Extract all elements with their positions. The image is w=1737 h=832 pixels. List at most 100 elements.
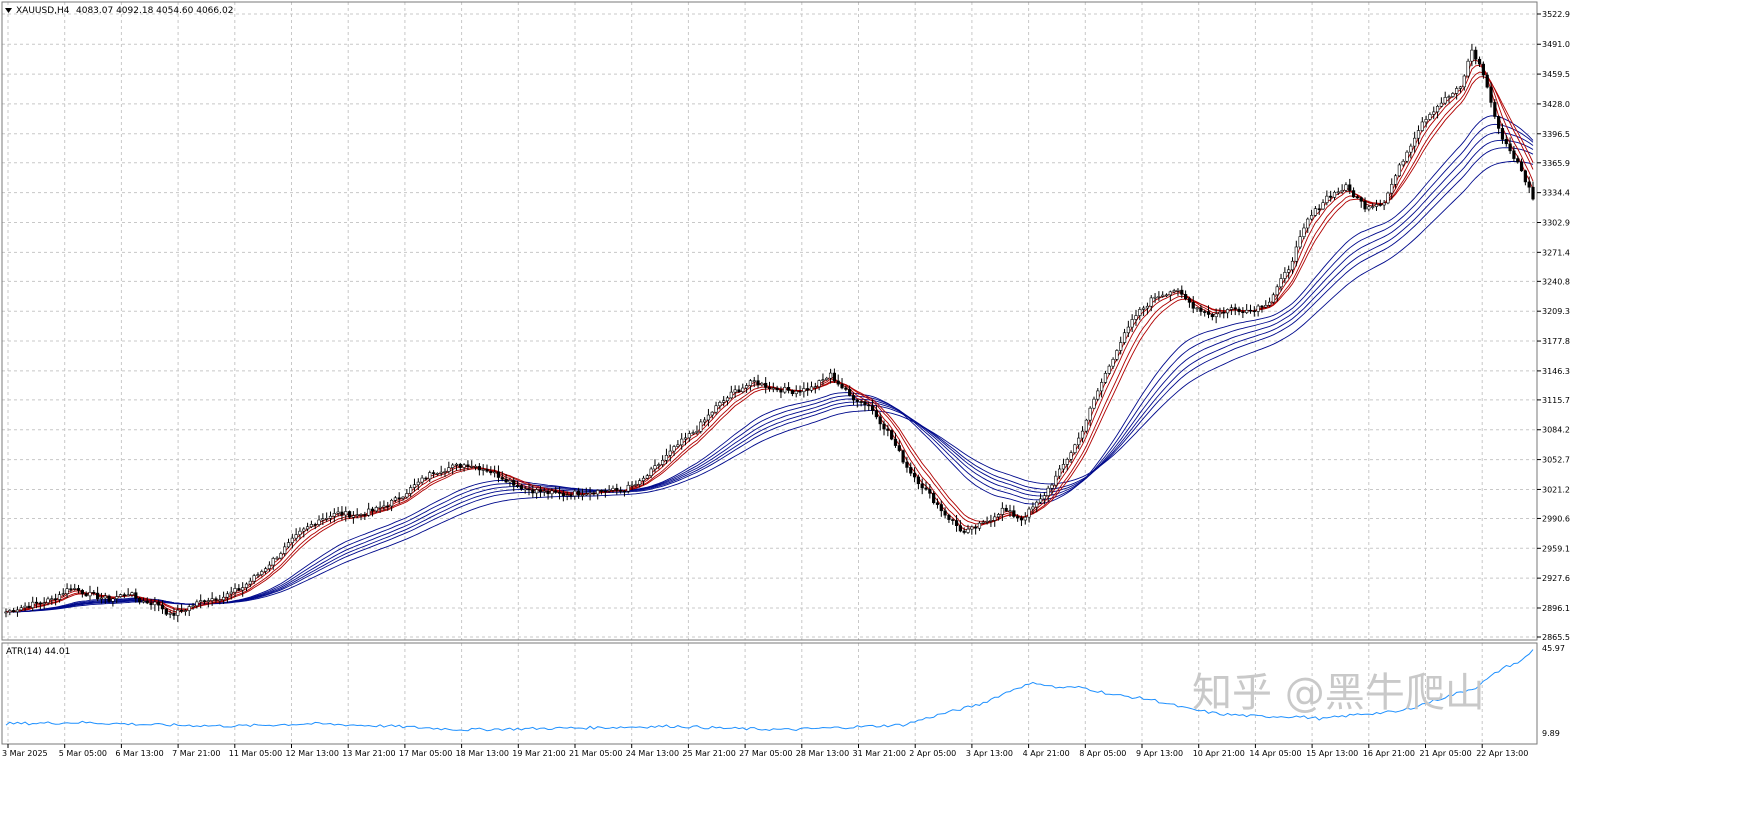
- candle-body: [38, 602, 42, 605]
- candle-body: [1145, 305, 1150, 309]
- time-tick-label: 15 Apr 13:00: [1306, 749, 1358, 758]
- candle-body: [443, 471, 447, 473]
- main-grid: [2, 2, 1537, 640]
- candle-body: [1485, 74, 1489, 88]
- triangle-down-icon[interactable]: [5, 8, 12, 13]
- price-axis[interactable]: 3522.9 3491.0 3459.5 3428.0 3396.5 3365.9 3334…: [1537, 10, 1570, 642]
- candle-body: [1466, 60, 1470, 77]
- candle-body: [84, 593, 88, 597]
- price-tick-label: 3491.0: [1542, 40, 1570, 49]
- candle-body: [191, 605, 195, 608]
- candle-body: [603, 490, 607, 493]
- candle-body: [1474, 49, 1478, 60]
- candle-body: [882, 423, 886, 430]
- candle-body: [252, 575, 256, 582]
- candle-body: [786, 387, 791, 391]
- candle-body: [347, 511, 352, 518]
- price-tick-label: 3240.8: [1542, 277, 1570, 286]
- candle-body: [767, 387, 772, 389]
- candle-body: [977, 522, 982, 529]
- atr-scale-bottom: 9.89: [1542, 729, 1560, 738]
- candle-body: [1497, 116, 1501, 129]
- candle-body: [271, 558, 275, 566]
- candle-body: [1000, 507, 1004, 515]
- candle-body: [1302, 227, 1306, 237]
- atr-series-line: [5, 649, 1534, 732]
- candle-body: [393, 497, 397, 501]
- candle-body: [687, 433, 691, 439]
- candle-body: [31, 601, 35, 608]
- candle-body: [935, 502, 940, 505]
- candle-body: [57, 594, 62, 600]
- candle-body: [1012, 510, 1016, 517]
- candle-body: [1275, 286, 1279, 296]
- candle-body: [733, 389, 737, 393]
- ohlc-readout: 4083.07 4092.18 4054.60 4066.02: [76, 6, 233, 16]
- candle-body: [1519, 161, 1524, 172]
- price-tick-label: 2865.5: [1542, 633, 1570, 642]
- candle-body: [103, 595, 107, 599]
- candle-body: [794, 390, 798, 395]
- candle-body: [237, 588, 241, 591]
- candle-body: [493, 471, 497, 474]
- candle-body: [588, 492, 592, 495]
- candle-body: [1119, 342, 1123, 351]
- candle-body: [458, 463, 462, 468]
- time-tick-label: 10 Apr 21:00: [1193, 749, 1245, 758]
- candle-body: [680, 438, 684, 446]
- candle-body: [1046, 487, 1050, 496]
- candle-body: [367, 508, 371, 516]
- candle-body: [183, 610, 188, 612]
- atr-line: [5, 649, 1534, 732]
- candle-body: [1084, 419, 1088, 432]
- candle-body: [1523, 170, 1527, 183]
- time-tick-label: 24 Mar 13:00: [626, 749, 679, 758]
- candle-body: [69, 588, 73, 591]
- candle-body: [134, 592, 138, 599]
- candle-body: [1187, 298, 1192, 303]
- candle-body: [73, 588, 77, 590]
- candle-body: [1371, 206, 1375, 208]
- candle-body: [1080, 430, 1085, 439]
- atr-pane-frame: [1, 642, 1538, 745]
- slow-ema-line: [6, 147, 1534, 613]
- candle-body: [1317, 208, 1321, 210]
- candle-body: [649, 468, 653, 476]
- candle-body: [729, 391, 733, 399]
- candle-body: [577, 490, 581, 496]
- price-tick-label: 3428.0: [1542, 100, 1570, 109]
- candle-body: [1142, 307, 1146, 310]
- candle-body: [1351, 190, 1356, 198]
- candle-body: [878, 416, 882, 425]
- candle-body: [4, 611, 8, 614]
- candle-body: [489, 470, 493, 474]
- time-tick-label: 8 Apr 05:00: [1079, 749, 1126, 758]
- candle-body: [897, 445, 901, 451]
- candle-body: [431, 472, 436, 474]
- candle-body: [1157, 296, 1161, 298]
- candle-body: [99, 597, 104, 600]
- candle-body: [1390, 184, 1394, 194]
- candle-body: [164, 608, 168, 615]
- candle-body: [416, 481, 420, 486]
- candle-body: [294, 534, 298, 539]
- candle-body: [905, 461, 909, 468]
- time-tick-label: 9 Apr 13:00: [1136, 749, 1183, 758]
- candle-body: [1267, 301, 1272, 306]
- candle-body: [599, 490, 604, 492]
- candle-body: [447, 467, 451, 472]
- candle-body: [1283, 272, 1287, 279]
- candle-body: [1180, 289, 1184, 295]
- candle-body: [428, 472, 432, 480]
- candle-body: [989, 520, 993, 522]
- candle-body: [1348, 184, 1352, 191]
- time-tick-label: 25 Mar 21:00: [682, 749, 735, 758]
- candle-body: [1287, 269, 1291, 273]
- time-axis[interactable]: 3 Mar 2025 5 Mar 05:00 6 Mar 13:00 7 Mar 21…: [2, 744, 1528, 758]
- candle-body: [924, 487, 928, 490]
- slow-moving-averages: [5, 115, 1534, 613]
- candle-body: [1294, 246, 1298, 262]
- candle-body: [508, 480, 512, 483]
- candle-body: [806, 388, 810, 391]
